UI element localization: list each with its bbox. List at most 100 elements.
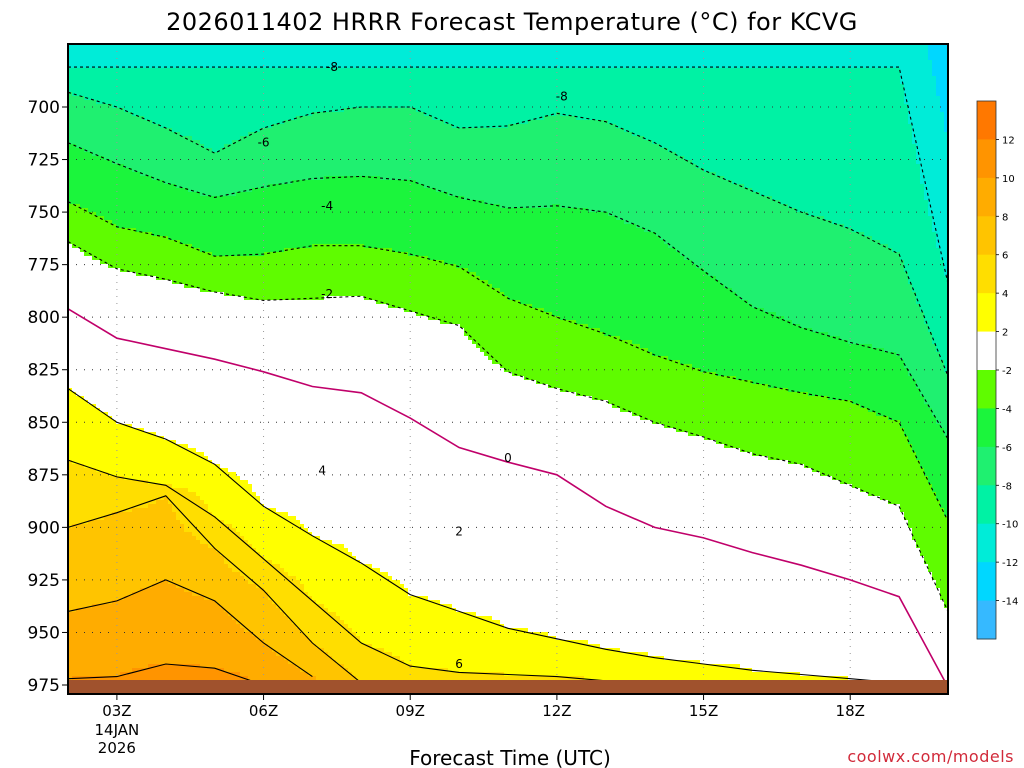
temperature-cell xyxy=(572,116,577,209)
temperature-cell xyxy=(104,104,109,161)
temperature-cell xyxy=(368,248,373,301)
colorbar-segment xyxy=(977,485,996,525)
temperature-cell xyxy=(344,176,349,245)
temperature-cell xyxy=(124,596,129,673)
temperature-cell xyxy=(212,292,217,465)
temperature-cell xyxy=(412,180,417,257)
temperature-cell xyxy=(184,136,189,189)
temperature-cell xyxy=(596,328,601,401)
temperature-cell xyxy=(412,596,417,669)
temperature-cell xyxy=(188,44,193,69)
temperature-cell xyxy=(472,44,477,69)
colorbar-segment xyxy=(977,293,996,333)
temperature-cell xyxy=(208,68,213,149)
temperature-cell xyxy=(788,44,793,69)
temperature-cell xyxy=(284,300,289,513)
temperature-cell xyxy=(156,664,161,693)
temperature-cell xyxy=(664,148,669,245)
temperature-cell xyxy=(536,632,541,677)
temperature-cell xyxy=(436,120,441,193)
temperature-cell xyxy=(640,228,645,349)
temperature-cell xyxy=(280,300,285,513)
temperature-cell xyxy=(116,44,121,69)
temperature-cell xyxy=(80,208,85,253)
credit-link[interactable]: coolwx.com/models xyxy=(847,747,1014,766)
temperature-cell xyxy=(716,280,721,377)
temperature-cell xyxy=(892,504,897,681)
temperature-cell xyxy=(944,276,949,373)
temperature-cell xyxy=(156,484,161,501)
temperature-cell xyxy=(424,68,429,117)
temperature-cell xyxy=(92,44,97,69)
temperature-cell xyxy=(244,68,249,137)
temperature-cell xyxy=(844,68,849,229)
temperature-cell xyxy=(672,660,677,685)
temperature-cell xyxy=(816,396,821,473)
temperature-cell xyxy=(264,252,269,301)
temperature-cell xyxy=(396,656,401,689)
temperature-cell xyxy=(512,376,517,629)
temperature-cell xyxy=(736,68,741,185)
temperature-cell xyxy=(300,44,305,69)
temperature-cell xyxy=(116,600,121,677)
temperature-cell xyxy=(720,284,725,377)
temperature-cell xyxy=(764,312,769,385)
temperature-cell xyxy=(168,240,173,281)
temperature-cell xyxy=(188,192,193,245)
temperature-cell xyxy=(292,576,297,625)
temperature-cell xyxy=(136,276,141,429)
temperature-cell xyxy=(444,264,449,325)
temperature-cell xyxy=(748,44,753,69)
temperature-cell xyxy=(284,248,289,301)
temperature-cell xyxy=(284,616,289,661)
temperature-cell xyxy=(580,120,585,209)
temperature-cell xyxy=(192,140,197,193)
temperature-cell xyxy=(688,660,693,685)
temperature-cell xyxy=(264,300,269,509)
temperature-cell xyxy=(712,664,717,685)
temperature-cell xyxy=(664,68,669,149)
temperature-cell xyxy=(864,344,869,409)
temperature-cell xyxy=(608,336,613,405)
temperature-cell xyxy=(316,180,321,245)
temperature-cell xyxy=(720,664,725,685)
temperature-cell xyxy=(120,228,125,273)
temperature-cell xyxy=(160,484,165,501)
temperature-cell xyxy=(204,68,209,149)
temperature-cell xyxy=(512,124,517,209)
colorbar-tick-label: -8 xyxy=(1002,481,1012,492)
temperature-cell xyxy=(692,164,697,265)
temperature-cell xyxy=(708,44,713,69)
temperature-cell xyxy=(136,116,141,173)
temperature-cell xyxy=(420,184,425,257)
temperature-cell xyxy=(312,600,317,645)
colorbar-tick-label: 8 xyxy=(1002,212,1008,223)
temperature-cell xyxy=(232,528,237,573)
temperature-cell xyxy=(180,136,185,189)
temperature-cell xyxy=(776,68,781,201)
temperature-cell xyxy=(76,96,81,149)
temperature-cell xyxy=(236,296,241,477)
temperature-cell xyxy=(944,44,949,133)
temperature-cell xyxy=(820,68,825,217)
temperature-cell xyxy=(848,400,853,485)
temperature-cell xyxy=(888,420,893,505)
temperature-cell xyxy=(636,136,641,229)
temperature-cell xyxy=(372,68,377,109)
temperature-cell xyxy=(332,112,337,177)
temperature-cell xyxy=(544,44,549,69)
temperature-cell xyxy=(680,44,685,69)
temperature-cell xyxy=(488,616,493,673)
temperature-cell xyxy=(752,68,757,193)
temperature-cell xyxy=(504,372,509,629)
temperature-cell xyxy=(700,664,705,685)
temperature-cell xyxy=(824,396,829,477)
temperature-cell xyxy=(736,380,741,449)
temperature-cell xyxy=(364,176,369,249)
temperature-cell xyxy=(932,232,937,345)
temperature-cell xyxy=(76,608,81,677)
temperature-cell xyxy=(660,356,665,425)
temperature-cell xyxy=(180,588,185,665)
temperature-cell xyxy=(776,200,781,317)
temperature-cell xyxy=(940,260,945,361)
